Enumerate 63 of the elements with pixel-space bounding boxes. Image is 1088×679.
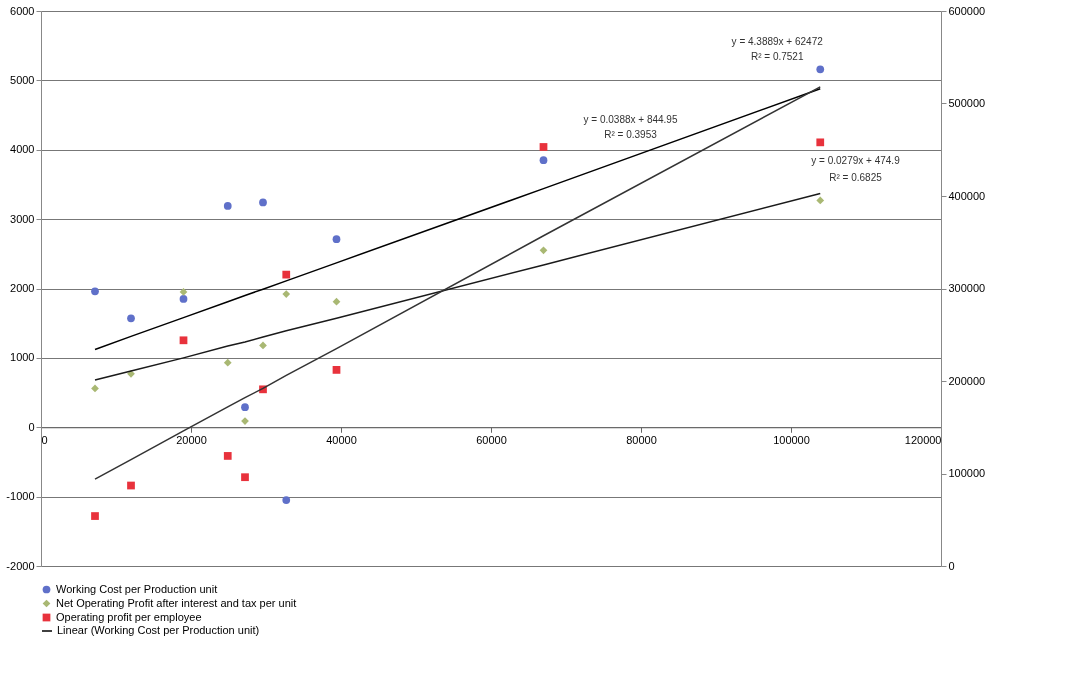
y-tick-label: 3000: [10, 212, 35, 225]
annotation: R² = 0.3953: [604, 128, 658, 140]
point: [223, 358, 232, 367]
point: [282, 270, 291, 279]
point: [179, 336, 188, 345]
point: [332, 297, 341, 306]
legend-label: Operating profit per employee: [56, 610, 202, 623]
annotation: y = 0.0388x + 844.95: [583, 113, 678, 125]
x-tick-label: 60000: [476, 433, 507, 446]
annotation: y = 4.3889x + 62472: [731, 35, 824, 47]
y2-tick-label: 600000: [948, 4, 986, 17]
y2-tick-label: 400000: [948, 189, 986, 202]
y-tick-label: 2000: [10, 282, 35, 294]
point: [91, 287, 99, 296]
line-series: [94, 87, 821, 351]
y2-tick-label: 300000: [948, 282, 986, 294]
point: [179, 295, 188, 303]
annotation: R² = 0.7521: [750, 50, 804, 62]
y-tick-label: 5000: [10, 73, 35, 86]
y-tick-label: 4000: [10, 143, 35, 156]
point: [259, 198, 267, 207]
point: [539, 143, 548, 151]
x-tick-label: 80000: [626, 433, 657, 446]
point: [332, 235, 341, 244]
point: [179, 288, 188, 296]
y-tick-label: 1000: [10, 351, 35, 364]
point: [332, 366, 341, 374]
line-series: [94, 86, 821, 480]
y2-tick-label: 0: [948, 559, 955, 572]
point: [282, 496, 291, 504]
x-tick-label: 40000: [326, 433, 357, 446]
point: [816, 65, 825, 74]
annotation: R² = 0.6825: [829, 171, 883, 183]
legend-label: Linear (Working Cost per Production unit): [57, 624, 260, 636]
point: [816, 138, 825, 147]
point: [241, 403, 249, 411]
point: [127, 314, 135, 323]
point: [539, 246, 548, 255]
x-tick-label: 0: [41, 433, 48, 446]
x-tick-label: 20000: [176, 433, 207, 446]
y2-tick-label: 200000: [948, 374, 986, 387]
x-tick-label: 100000: [773, 433, 810, 446]
annotation: y = 0.0279x + 474.9: [811, 154, 901, 166]
line-series: [94, 192, 821, 381]
y-tick-label: 6000: [10, 4, 35, 17]
y-tick-label: -1000: [6, 490, 35, 503]
y-tick-label: -2000: [6, 559, 35, 572]
point: [223, 202, 232, 210]
point: [259, 341, 267, 350]
point: [816, 196, 825, 205]
point: [91, 384, 99, 393]
point: [282, 290, 291, 298]
y2-tick-label: 100000: [948, 467, 986, 479]
x-tick-label: 120000: [904, 433, 942, 446]
legend-label: Working Cost per Production unit: [56, 582, 218, 595]
point: [539, 156, 548, 165]
point: [91, 512, 99, 520]
point: [127, 481, 135, 490]
legend-label: Net Operating Profit after interest and tax per unit: [56, 596, 297, 609]
point: [223, 452, 232, 460]
point: [241, 473, 249, 482]
y-tick-label: 0: [28, 420, 35, 433]
y2-tick-label: 500000: [948, 97, 986, 109]
